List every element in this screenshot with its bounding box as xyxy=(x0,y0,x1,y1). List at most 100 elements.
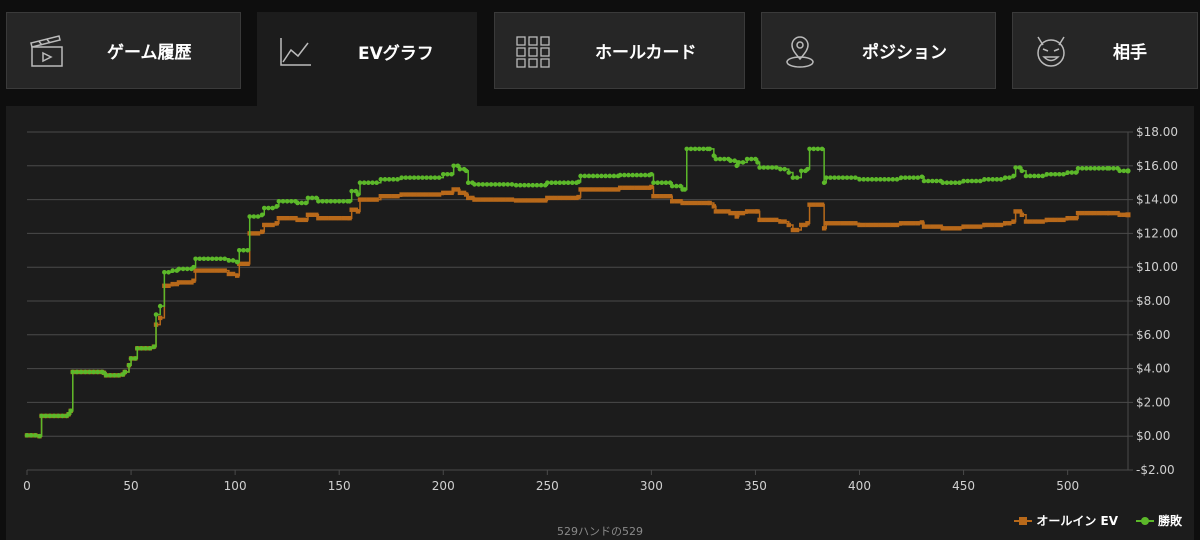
data-point xyxy=(649,171,654,177)
data-point xyxy=(569,180,575,185)
data-point xyxy=(998,177,1004,182)
data-point xyxy=(1027,219,1033,224)
data-point xyxy=(844,175,850,180)
x-tick-label: 0 xyxy=(23,479,31,493)
data-point xyxy=(432,175,438,180)
data-point xyxy=(1007,175,1012,180)
tab-position[interactable]: ポジション xyxy=(761,12,996,89)
map-pin-icon xyxy=(786,36,814,68)
data-point xyxy=(33,433,38,438)
data-point xyxy=(261,205,267,211)
data-point xyxy=(313,195,319,201)
data-point xyxy=(107,373,113,378)
data-point xyxy=(320,215,325,221)
data-point xyxy=(184,266,190,272)
data-point xyxy=(420,192,425,197)
data-point xyxy=(857,222,862,228)
data-point xyxy=(748,156,754,162)
data-point xyxy=(873,177,879,182)
data-point xyxy=(821,180,827,185)
tab-bar: ゲーム履歴 EVグラフ ホールカード ポジション xyxy=(0,0,1200,106)
data-point xyxy=(201,268,207,273)
data-point xyxy=(235,273,240,278)
data-point xyxy=(226,258,232,263)
data-point xyxy=(717,209,723,214)
data-point xyxy=(214,268,219,273)
data-point xyxy=(382,177,388,182)
data-point xyxy=(1044,171,1050,177)
data-point xyxy=(66,411,71,417)
data-point xyxy=(147,346,153,351)
data-point xyxy=(961,224,966,229)
data-point xyxy=(484,182,490,187)
legend-item-allin-ev[interactable]: オールイン EV xyxy=(1014,512,1118,529)
data-point xyxy=(1032,173,1037,179)
data-point xyxy=(634,172,640,178)
data-point xyxy=(457,190,463,196)
data-point xyxy=(493,197,498,202)
tab-opponent[interactable]: 相手 xyxy=(1012,12,1198,89)
data-point xyxy=(969,224,975,229)
data-point xyxy=(135,346,140,351)
data-point xyxy=(266,205,271,211)
data-point xyxy=(395,194,400,199)
data-point xyxy=(197,256,203,262)
tab-ev-graph[interactable]: EVグラフ xyxy=(257,12,477,106)
data-point xyxy=(251,214,257,219)
data-point xyxy=(78,369,84,375)
data-point xyxy=(1096,210,1102,216)
data-point xyxy=(944,180,950,185)
data-point xyxy=(965,224,970,229)
data-point xyxy=(663,180,669,185)
data-point xyxy=(157,303,163,309)
series-line xyxy=(27,148,1128,437)
data-point xyxy=(522,198,527,203)
data-point xyxy=(411,192,417,197)
data-point xyxy=(407,192,413,197)
data-point xyxy=(811,146,817,152)
data-point xyxy=(70,369,76,375)
data-point xyxy=(853,175,858,180)
data-point xyxy=(341,215,346,221)
data-point xyxy=(1107,210,1112,216)
data-point xyxy=(1048,217,1054,223)
data-point xyxy=(1121,212,1127,218)
data-point xyxy=(934,178,939,184)
data-point xyxy=(103,373,109,378)
data-point xyxy=(836,175,842,180)
data-point xyxy=(1111,166,1116,171)
data-point xyxy=(1106,166,1112,171)
data-point xyxy=(869,222,875,228)
data-point xyxy=(786,170,792,175)
data-point xyxy=(82,369,88,375)
tab-game-history[interactable]: ゲーム履歴 xyxy=(6,12,241,89)
data-point xyxy=(193,268,198,273)
data-point xyxy=(930,224,935,229)
data-point xyxy=(492,182,498,187)
data-point xyxy=(126,362,132,368)
data-point xyxy=(259,212,265,218)
data-point xyxy=(921,178,927,184)
data-point xyxy=(463,192,469,197)
data-point xyxy=(284,198,290,204)
data-point xyxy=(255,214,261,219)
data-point xyxy=(170,281,175,287)
data-point xyxy=(501,197,506,202)
data-point xyxy=(441,190,446,196)
data-point xyxy=(320,198,325,204)
legend-item-winnings[interactable]: 勝敗 xyxy=(1135,512,1182,529)
data-point xyxy=(1061,217,1066,223)
data-point xyxy=(882,177,887,182)
data-point xyxy=(1075,166,1081,171)
data-point xyxy=(994,222,1000,228)
data-point xyxy=(328,198,334,204)
data-point xyxy=(828,175,833,180)
data-point xyxy=(678,183,683,189)
data-point xyxy=(222,268,227,273)
tab-hole-cards[interactable]: ホールカード xyxy=(494,12,745,89)
data-point xyxy=(986,222,991,228)
data-point xyxy=(982,177,987,182)
data-point xyxy=(166,269,171,275)
data-point xyxy=(1080,210,1085,216)
data-point xyxy=(586,187,592,192)
